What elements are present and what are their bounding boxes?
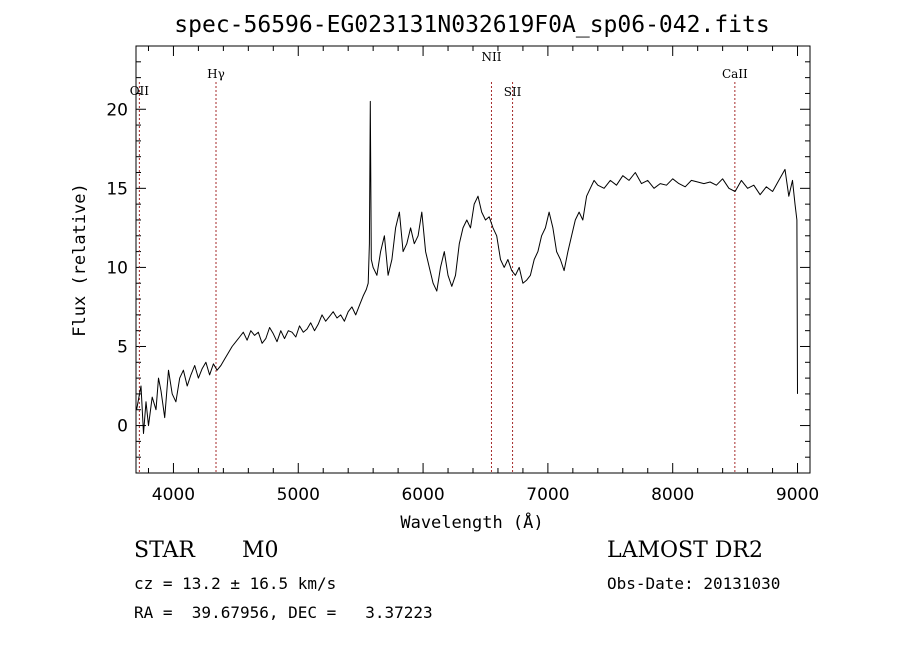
marker-label: CaII <box>722 67 748 81</box>
spectrum-line <box>136 100 798 434</box>
observation-date: Obs-Date: 20131030 <box>607 574 781 593</box>
marker-label: Hγ <box>207 67 225 81</box>
y-tick-label: 15 <box>106 179 128 199</box>
y-tick-label: 10 <box>106 258 128 278</box>
survey-name: LAMOST DR2 <box>607 538 763 563</box>
marker-label: NII <box>481 50 501 64</box>
coordinates: RA = 39.67956, DEC = 3.37223 <box>134 603 433 622</box>
plot-frame <box>135 45 811 474</box>
marker-label: SII <box>504 85 522 99</box>
y-tick-label: 20 <box>106 100 128 120</box>
object-class: STAR <box>134 538 195 563</box>
y-tick-label: 5 <box>117 337 128 357</box>
x-tick-label: 5000 <box>277 485 320 505</box>
y-axis-label: Flux (relative) <box>70 183 90 337</box>
x-tick-label: 6000 <box>401 485 444 505</box>
x-tick-label: 8000 <box>651 485 694 505</box>
x-tick-label: 9000 <box>776 485 819 505</box>
x-tick-label: 7000 <box>526 485 569 505</box>
object-subclass: M0 <box>242 538 279 563</box>
marker-label: OII <box>130 84 150 98</box>
redshift-cz: cz = 13.2 ± 16.5 km/s <box>134 574 337 593</box>
x-axis-label: Wavelength (Å) <box>400 511 543 533</box>
chart-title: spec-56596-EG023131N032619F0A_sp06-042.f… <box>174 12 769 38</box>
line-markers: OII Hγ NII SII CaII <box>130 50 748 473</box>
x-tick-label: 4000 <box>152 485 195 505</box>
axis-ticks: 4000 5000 6000 7000 8000 9000 0 5 10 15 20 <box>106 45 819 505</box>
y-tick-label: 0 <box>117 417 128 437</box>
